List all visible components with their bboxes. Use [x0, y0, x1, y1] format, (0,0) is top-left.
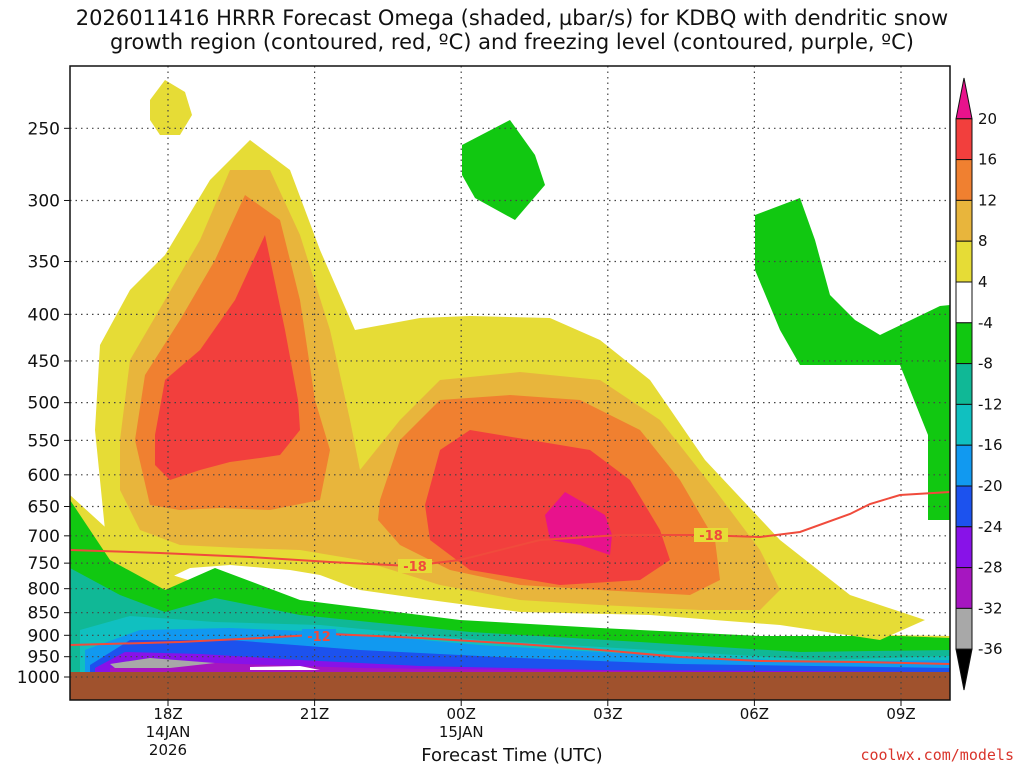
contour-label-1: -18 — [403, 560, 427, 575]
colorbar-swatch — [955, 444, 973, 487]
credit-text: coolwx.com/models — [860, 746, 1014, 764]
colorbar-bottom-arrow — [955, 648, 973, 691]
colorbar-swatch — [955, 526, 973, 569]
y-tick-label: 700 — [28, 527, 60, 547]
colorbar-swatch — [955, 363, 973, 405]
dgz-contour-labels: -18 -18 -12 — [302, 528, 728, 645]
y-tick-label: 900 — [28, 626, 60, 646]
colorbar-label: 4 — [978, 273, 988, 291]
shade-white-streak — [250, 666, 320, 670]
colorbar-label: 16 — [978, 151, 997, 169]
x-tick-year: 2026 — [149, 741, 187, 759]
contour-label-2: -18 — [699, 529, 723, 544]
chart-title-line-1: 2026011416 HRRR Forecast Omega (shaded, … — [75, 6, 949, 30]
y-tick-label: 500 — [28, 394, 60, 414]
y-tick-label: 750 — [28, 554, 60, 574]
x-tick-label: 21Z — [300, 705, 329, 723]
colorbar-label: -8 — [978, 355, 993, 373]
x-axis-title: Forecast Time (UTC) — [421, 745, 603, 766]
shade-green-aloft-2 — [755, 198, 950, 520]
terrain-ground — [70, 672, 950, 700]
colorbar-label: -32 — [978, 599, 1003, 617]
x-tick-date: 15JAN — [439, 723, 484, 741]
x-tick-label: 18Z — [153, 705, 182, 723]
colorbar-label: 8 — [978, 232, 988, 250]
shade-green-aloft-1 — [462, 120, 545, 220]
y-tick-label: 400 — [28, 305, 60, 325]
x-tick-label: 00Z — [447, 705, 476, 723]
colorbar-label: -20 — [978, 477, 1003, 495]
colorbar-swatch — [955, 403, 973, 446]
colorbar-top-arrow — [955, 77, 973, 120]
colorbar-label: -16 — [978, 436, 1003, 454]
x-tick-date: 14JAN — [146, 723, 191, 741]
chart-title: 2026011416 HRRR Forecast Omega (shaded, … — [0, 6, 1024, 54]
colorbar: 20 16 12 8 4 -4 -8 -12 -16 -20 -24 -28 -32 -36 — [955, 77, 1003, 691]
colorbar-swatch — [955, 281, 973, 324]
dgz-contour-minus18 — [70, 491, 950, 568]
colorbar-label: -24 — [978, 518, 1003, 536]
colorbar-swatch — [955, 199, 973, 242]
y-tick-label: 800 — [28, 580, 60, 600]
colorbar-label: 12 — [978, 191, 997, 209]
colorbar-swatch — [955, 240, 973, 283]
y-tick-label: 550 — [28, 431, 60, 451]
x-tick-label: 09Z — [886, 705, 915, 723]
x-tick-label: 03Z — [593, 705, 622, 723]
y-tick-label: 650 — [28, 498, 60, 518]
omega-shading — [70, 80, 950, 700]
colorbar-label: -36 — [978, 640, 1003, 658]
y-axis: 2503003504004505005506006507007508008509… — [17, 119, 70, 688]
y-tick-label: 350 — [28, 252, 60, 272]
chart-title-line-2: growth region (contoured, red, ºC) and f… — [110, 30, 914, 54]
colorbar-swatch — [955, 159, 973, 201]
y-tick-label: 850 — [28, 604, 60, 624]
shade-yellow-blob — [150, 80, 192, 135]
colorbar-label: -4 — [978, 314, 993, 332]
colorbar-swatch — [955, 485, 973, 528]
dgz-contour-minus12 — [70, 632, 950, 665]
y-tick-label: 950 — [28, 648, 60, 668]
colorbar-swatch — [955, 607, 973, 650]
shade-gray-low — [110, 658, 215, 668]
grid-lines — [70, 66, 950, 700]
y-tick-label: 600 — [28, 466, 60, 486]
contour-label-3: -12 — [307, 630, 331, 645]
x-tick-label: 06Z — [740, 705, 769, 723]
dgz-contours: -18 -18 -12 — [70, 491, 950, 665]
y-tick-label: 450 — [28, 352, 60, 372]
plot-frame — [69, 65, 951, 701]
shade-red-core-1 — [155, 235, 300, 480]
y-tick-label: 300 — [28, 191, 60, 211]
colorbar-label: -28 — [978, 559, 1003, 577]
y-tick-label: 1000 — [17, 668, 60, 688]
colorbar-label: -12 — [978, 395, 1003, 413]
colorbar-swatch — [955, 567, 973, 609]
y-tick-label: 250 — [28, 119, 60, 139]
colorbar-swatch — [955, 322, 973, 365]
colorbar-swatch — [955, 118, 973, 161]
colorbar-label: 20 — [978, 110, 997, 128]
